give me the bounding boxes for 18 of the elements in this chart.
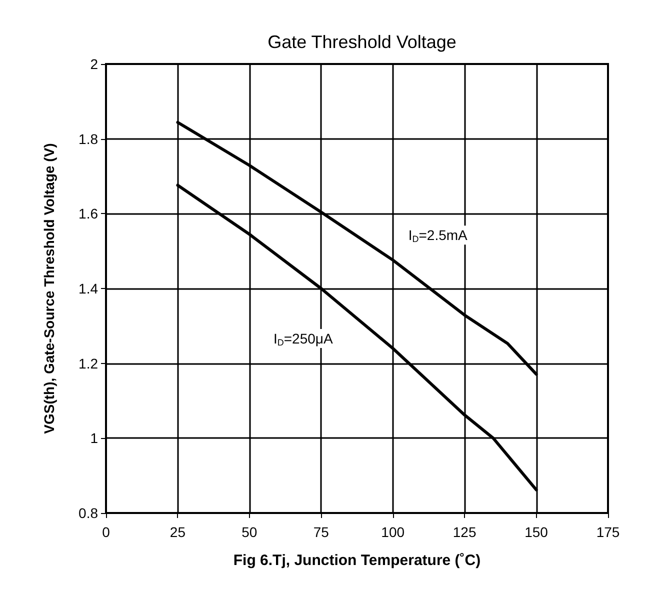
x-axis-title: Fig 6.Tj, Junction Temperature (˚C) (233, 552, 481, 569)
x-tick-label: 75 (313, 524, 330, 540)
y-tick-label: 1.6 (78, 206, 98, 222)
x-tick-label: 100 (381, 524, 405, 540)
x-tick-label: 175 (596, 524, 620, 540)
x-tick-label: 50 (242, 524, 258, 540)
y-tick-label: 1.2 (78, 355, 98, 372)
y-tick-label: 2 (90, 56, 98, 72)
y-tick-label: 1 (90, 430, 98, 446)
y-tick-label: 1.4 (78, 280, 98, 296)
x-tick-label: 0 (102, 524, 110, 540)
y-tick-label: 1.8 (78, 130, 98, 147)
x-tick-label: 25 (170, 524, 186, 540)
x-tick-label: 150 (524, 524, 548, 540)
y-tick-label: 0.8 (78, 505, 98, 521)
y-axis-title: VGS(th), Gate-Source Threshold Voltage (V) (41, 143, 57, 434)
x-tick-label: 125 (452, 524, 476, 540)
chart-title: Gate Threshold Voltage (268, 32, 456, 52)
